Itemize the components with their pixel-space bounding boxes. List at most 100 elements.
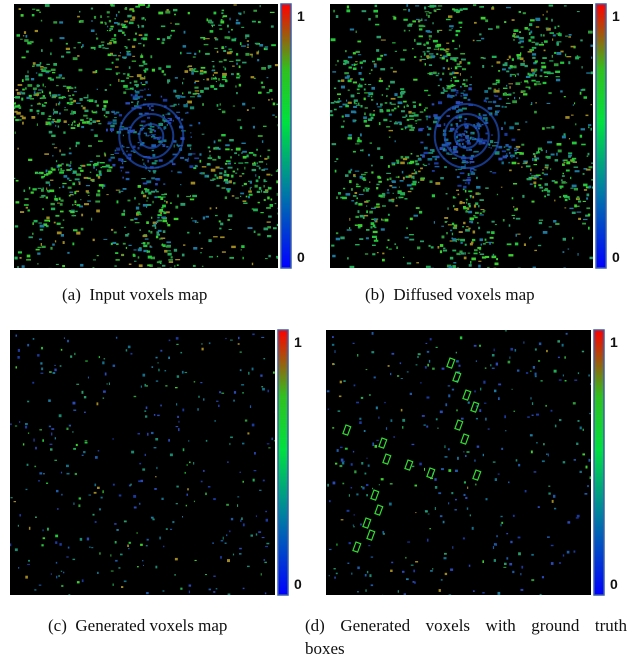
- voxel: [39, 472, 42, 474]
- voxel: [219, 228, 221, 230]
- voxel: [236, 63, 238, 65]
- voxel: [460, 102, 463, 104]
- voxel: [252, 21, 256, 23]
- voxel: [240, 352, 242, 353]
- voxel: [66, 48, 70, 50]
- voxel: [73, 402, 76, 405]
- voxel: [158, 369, 159, 372]
- voxel: [156, 236, 158, 239]
- voxel: [100, 22, 103, 24]
- voxel: [474, 169, 477, 170]
- voxel: [366, 494, 368, 496]
- voxel: [329, 549, 332, 550]
- voxel: [427, 397, 430, 399]
- voxel: [247, 44, 249, 46]
- voxel: [268, 216, 272, 218]
- voxel: [270, 12, 275, 13]
- voxel: [576, 517, 579, 518]
- voxel: [518, 552, 521, 555]
- voxel: [336, 64, 337, 65]
- voxel: [159, 159, 163, 161]
- voxel: [590, 257, 593, 260]
- voxel: [208, 486, 211, 488]
- voxel: [508, 162, 510, 164]
- voxel: [371, 87, 375, 90]
- voxel: [378, 181, 382, 183]
- voxel: [559, 379, 562, 380]
- voxel: [372, 236, 377, 238]
- voxel: [212, 178, 215, 180]
- voxel: [155, 476, 157, 477]
- voxel: [492, 221, 495, 223]
- voxel: [241, 517, 243, 520]
- voxel: [434, 162, 439, 164]
- voxel: [354, 103, 357, 104]
- voxel: [508, 482, 510, 484]
- voxel: [534, 185, 536, 188]
- voxel: [473, 40, 475, 42]
- voxel: [564, 162, 566, 163]
- voxel: [353, 343, 355, 344]
- voxel: [375, 5, 378, 7]
- voxel: [100, 15, 102, 18]
- voxel: [374, 65, 377, 68]
- voxel: [60, 168, 62, 170]
- voxel: [100, 162, 105, 163]
- voxel: [582, 351, 584, 353]
- voxel: [244, 183, 247, 185]
- voxel: [78, 42, 81, 43]
- voxel: [447, 207, 448, 209]
- voxel: [547, 71, 551, 74]
- voxel: [216, 166, 220, 168]
- voxel: [526, 372, 528, 374]
- voxel: [396, 160, 399, 162]
- voxel: [213, 66, 215, 68]
- voxel: [54, 198, 58, 201]
- voxel: [483, 140, 488, 142]
- voxel: [430, 181, 433, 184]
- voxel: [450, 230, 452, 232]
- voxel: [121, 191, 124, 192]
- voxel: [462, 162, 466, 163]
- voxel: [450, 57, 453, 60]
- voxel: [543, 34, 545, 36]
- voxel: [548, 92, 551, 94]
- voxel: [516, 54, 521, 56]
- voxel: [552, 39, 553, 41]
- voxel: [358, 203, 362, 206]
- voxel: [457, 457, 459, 460]
- voxel: [550, 32, 555, 34]
- voxel: [211, 25, 215, 26]
- voxel: [360, 133, 362, 136]
- voxel: [48, 399, 51, 402]
- voxel: [249, 152, 253, 154]
- voxel: [211, 77, 212, 80]
- voxel: [124, 161, 127, 162]
- voxel: [58, 168, 59, 170]
- voxel: [134, 249, 137, 250]
- voxel: [458, 169, 462, 170]
- voxel: [539, 220, 543, 221]
- voxel: [571, 159, 572, 162]
- voxel: [223, 15, 227, 17]
- voxel: [335, 350, 336, 353]
- voxel: [141, 386, 142, 388]
- voxel: [81, 126, 84, 128]
- voxel: [516, 218, 521, 220]
- voxel: [34, 91, 36, 94]
- voxel: [197, 408, 199, 411]
- voxel: [414, 169, 415, 171]
- voxel: [128, 200, 131, 202]
- voxel: [506, 153, 507, 154]
- voxel: [93, 514, 95, 516]
- voxel: [162, 42, 165, 45]
- voxel: [464, 85, 468, 87]
- voxel: [472, 239, 475, 241]
- voxel: [267, 221, 271, 222]
- voxel: [190, 148, 191, 150]
- voxel: [452, 546, 453, 549]
- voxel: [42, 91, 44, 93]
- voxel: [582, 66, 583, 68]
- voxel: [506, 103, 511, 104]
- voxel: [402, 117, 405, 118]
